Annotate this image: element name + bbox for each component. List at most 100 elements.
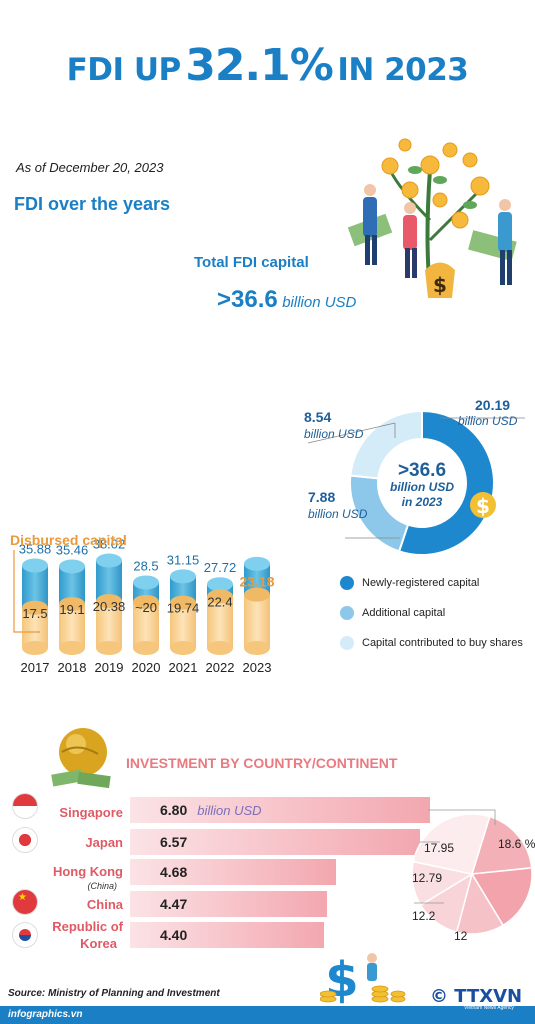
title-prefix: FDI UP — [66, 52, 182, 88]
total-value-label: 27.72 — [204, 560, 237, 575]
singapore-flag-icon — [12, 793, 38, 819]
capital-donut-chart: 8.54 billion USD 20.19 billion USD 7.88 … — [304, 397, 525, 556]
bar-base-2018 — [59, 641, 85, 655]
legend-shares: Capital contributed to buy shares — [340, 636, 523, 650]
svg-text:$: $ — [433, 273, 447, 297]
as-of-date: As of December 20, 2023 — [16, 160, 164, 175]
legend-newly-registered: Newly-registered capital — [340, 576, 479, 590]
bar-base-2023 — [244, 641, 270, 655]
globe-money-icon — [51, 728, 111, 789]
pie-label: 17.95 — [424, 841, 454, 855]
total-bar-top-2018 — [59, 559, 85, 574]
donut-label-shares-value: 8.54 — [304, 409, 331, 425]
page-title: FDI UP 32.1% IN 2023 — [0, 40, 535, 91]
country-name: China — [86, 897, 123, 912]
total-fdi-value: >36.6 billion USD — [217, 286, 356, 314]
source-note: Source: Ministry of Planning and Investm… — [8, 988, 220, 999]
country-value: 4.68 — [160, 864, 188, 880]
country-value: 4.47 — [160, 896, 188, 912]
country-value: 6.80 billion USD — [160, 802, 262, 818]
pie-leader-lines — [414, 809, 496, 904]
ttxvn-logo: © TTXVN — [430, 986, 523, 1007]
country-bar — [130, 797, 430, 823]
disbursed-value-label: 23.18 — [239, 574, 274, 590]
country-bar — [130, 891, 328, 917]
disbursed-value-label: 19.1 — [59, 602, 84, 617]
legend-label: Additional capital — [362, 607, 446, 619]
disbursed-bar-2023 — [244, 594, 270, 648]
country-name: Singapore — [59, 805, 123, 820]
disbursed-value-label: ~20 — [135, 600, 157, 615]
pie-label: 18.6 % — [498, 837, 535, 851]
pie-slice-5 — [412, 813, 491, 875]
donut-label-new-value: 20.19 — [475, 397, 510, 413]
disbursed-capital-label: Disbursed capital — [10, 532, 127, 548]
disbursed-bar-top-2020 — [133, 595, 159, 609]
disbursed-bar-2021 — [170, 602, 196, 648]
donut-hole — [378, 439, 466, 527]
total-value-label: 35.46 — [56, 542, 89, 557]
donut-label-additional-unit: billion USD — [308, 507, 368, 521]
total-fdi-label: Total FDI capital — [194, 254, 309, 271]
pie-label: 12.79 — [412, 871, 442, 885]
disbursed-value-label: 20.38 — [93, 599, 126, 614]
country-row-hong-kong: Hong Kong (China) 4.68 — [0, 859, 535, 891]
disbursed-bar-2020 — [133, 602, 159, 648]
donut-label-shares-unit: billion USD — [304, 427, 364, 441]
disbursed-bar-2019 — [96, 601, 122, 648]
disbursed-bar-top-2019 — [96, 594, 122, 609]
disbursed-bar-2022 — [207, 596, 233, 648]
country-unit: billion USD — [197, 803, 262, 818]
total-value-label: 38.02 — [93, 537, 126, 552]
donut-label-additional-value: 7.88 — [308, 489, 335, 505]
year-label: 2023 — [243, 660, 272, 675]
country-share-pie: 18.6 % 17.95 12.79 12.2 12 — [411, 813, 535, 943]
disbursed-bar-top-2023 — [244, 587, 270, 602]
svg-text:$: $ — [476, 494, 490, 518]
country-row-korea: Republic of Korea 4.40 — [0, 919, 535, 951]
country-subname: (China) — [87, 881, 117, 891]
total-fdi-number: >36.6 — [217, 286, 278, 313]
korea-flag-icon — [12, 922, 38, 948]
total-bar-top-2020 — [133, 575, 159, 590]
bar-base-2017 — [22, 641, 48, 655]
japan-flag-icon — [12, 827, 38, 853]
bar-base-2021 — [170, 641, 196, 655]
fdi-years-chart: 35.88 17.5 2017 35.46 19.1 2018 38.02 20.38 2019… — [19, 537, 275, 675]
footer-site[interactable]: infographics.vn — [8, 1009, 83, 1020]
country-bar — [130, 829, 420, 855]
legend-label: Capital contributed to buy shares — [362, 637, 523, 649]
bar-base-2019 — [96, 641, 122, 655]
pie-slice-0 — [470, 815, 533, 875]
disbursed-bar-top-2017 — [22, 600, 48, 615]
dollar-sign-icon: $ — [470, 492, 496, 518]
donut-center-value: >36.6 — [398, 460, 446, 481]
section-title-investment: INVESTMENT BY COUNTRY/CONTINENT — [126, 755, 398, 771]
year-label: 2018 — [58, 660, 87, 675]
dollar-coins-illustration: $ — [320, 952, 406, 1004]
section-title-fdi-years: FDI over the years — [14, 194, 171, 214]
country-row-japan: Japan 6.57 — [0, 827, 535, 857]
title-suffix: IN 2023 — [337, 52, 469, 88]
bar-base-2020 — [133, 641, 159, 655]
disbursed-value-label: 17.5 — [22, 606, 47, 621]
legend-label: Newly-registered capital — [362, 577, 480, 589]
donut-label-new-unit: billion USD — [458, 414, 518, 428]
year-label: 2022 — [206, 660, 235, 675]
disbursed-bracket — [13, 550, 40, 633]
year-label: 2017 — [21, 660, 50, 675]
footer-bar — [0, 1006, 535, 1024]
country-name: Japan — [85, 835, 123, 850]
year-label: 2019 — [95, 660, 124, 675]
donut-center-unit: billion USD — [390, 480, 454, 494]
pie-label: 12 — [454, 929, 468, 943]
country-value: 4.40 — [160, 927, 188, 943]
total-bar-top-2023 — [244, 556, 270, 571]
title-percentage: 32.1% — [185, 40, 334, 91]
country-row-singapore: Singapore 6.80 billion USD — [0, 793, 535, 825]
china-flag-icon: ★ — [12, 889, 38, 915]
total-value-label: 31.15 — [167, 552, 200, 567]
total-bar-top-2017 — [22, 558, 48, 573]
legend-dot-icon — [340, 576, 354, 590]
disbursed-value-label: 22.4 — [207, 594, 232, 609]
